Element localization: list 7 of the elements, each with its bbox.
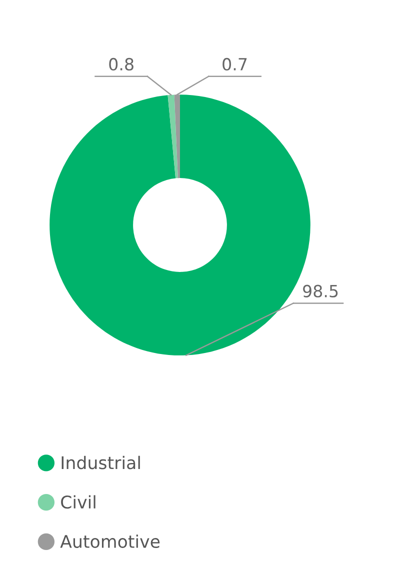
donut-slice: [168, 94, 178, 178]
data-label: 98.5: [303, 284, 338, 298]
data-label: 0.8: [109, 58, 134, 71]
legend-label: Industrial: [62, 456, 140, 470]
data-label: 0.7: [222, 58, 247, 71]
legend-label: Civil: [61, 495, 96, 509]
legend-label: Automotive: [60, 534, 160, 548]
